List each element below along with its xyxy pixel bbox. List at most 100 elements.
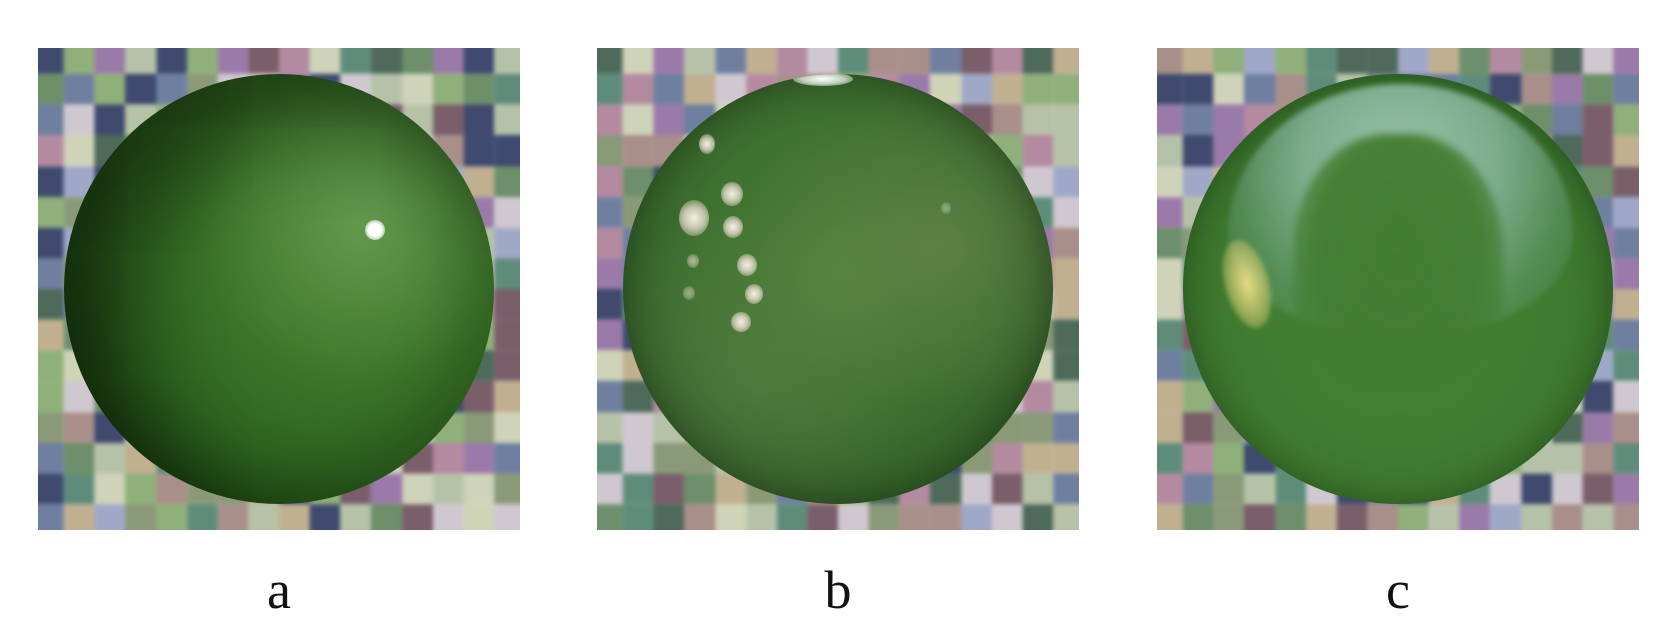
reflection-highlight xyxy=(745,284,763,304)
checker-cell xyxy=(776,48,808,74)
checker-cell xyxy=(38,166,64,197)
reflection-highlight xyxy=(941,202,951,214)
checker-cell xyxy=(1613,319,1639,351)
checker-cell xyxy=(1157,166,1183,197)
checker-cell xyxy=(38,258,64,289)
checker-cell xyxy=(1613,289,1639,320)
checker-cell xyxy=(930,48,961,74)
checker-cell xyxy=(991,48,1023,74)
checker-cell xyxy=(1213,504,1245,530)
checker-cell xyxy=(125,48,157,74)
checker-cell xyxy=(1582,504,1614,530)
checker-cell xyxy=(684,48,716,74)
checker-cell xyxy=(1053,73,1079,105)
checker-cell xyxy=(1459,504,1491,530)
checker-cell xyxy=(622,135,654,167)
checker-cell xyxy=(186,48,218,74)
checker-cell xyxy=(432,504,464,530)
checker-cell xyxy=(494,104,520,136)
checker-cell xyxy=(653,48,685,74)
reflection-highlight xyxy=(699,134,715,154)
checker-cell xyxy=(715,48,746,74)
checker-cell xyxy=(38,104,64,136)
checker-cell xyxy=(1582,73,1614,105)
checker-cell xyxy=(991,504,1023,530)
checker-cell xyxy=(597,196,623,228)
checker-cell xyxy=(371,504,402,530)
checker-cell xyxy=(38,411,64,443)
checker-cell xyxy=(38,48,64,74)
checker-cell xyxy=(1182,73,1214,105)
specular-highlight xyxy=(365,220,385,240)
checker-cell xyxy=(1053,381,1079,412)
checker-cell xyxy=(463,442,495,474)
checker-cell xyxy=(1157,442,1183,474)
checker-cell xyxy=(63,411,95,443)
checker-cell xyxy=(991,104,1023,136)
checker-cell xyxy=(991,473,1023,505)
checker-cell xyxy=(494,289,520,320)
checker-cell xyxy=(401,504,433,530)
checker-cell xyxy=(1613,227,1639,259)
checker-cell xyxy=(1428,48,1460,74)
checker-cell xyxy=(1053,319,1079,351)
checker-cell xyxy=(1022,442,1054,474)
checker-cell xyxy=(1053,104,1079,136)
checker-cell xyxy=(1022,48,1054,74)
panel-a xyxy=(38,48,520,530)
checker-cell xyxy=(991,442,1023,474)
checker-cell xyxy=(684,504,716,530)
checker-cell xyxy=(1157,504,1183,530)
checker-cell xyxy=(1022,135,1054,167)
checker-cell xyxy=(1367,504,1398,530)
checker-cell xyxy=(1157,381,1183,412)
checker-cell xyxy=(1053,166,1079,197)
checker-cell xyxy=(1305,504,1337,530)
checker-cell xyxy=(1213,473,1245,505)
checker-cell xyxy=(960,473,992,505)
checker-cell xyxy=(653,73,685,105)
checker-cell xyxy=(597,442,623,474)
checker-cell xyxy=(991,73,1023,105)
checker-cell xyxy=(653,504,685,530)
checker-cell xyxy=(1213,104,1245,136)
checker-cell xyxy=(1157,135,1183,167)
checker-cell xyxy=(1275,48,1306,74)
checker-cell xyxy=(1182,473,1214,505)
checker-cell xyxy=(309,504,341,530)
checker-cell xyxy=(494,319,520,351)
checker-cell xyxy=(1053,411,1079,443)
checker-cell xyxy=(63,48,95,74)
checker-cell xyxy=(1582,135,1614,167)
checker-cell xyxy=(960,48,992,74)
checker-cell xyxy=(1551,442,1583,474)
checker-cell xyxy=(622,504,654,530)
checker-cell xyxy=(960,504,992,530)
checker-cell xyxy=(63,442,95,474)
checker-cell xyxy=(401,73,433,105)
checker-cell xyxy=(494,135,520,167)
checker-cell xyxy=(463,135,495,167)
checker-cell xyxy=(1157,473,1183,505)
checker-cell xyxy=(597,48,623,74)
checker-cell xyxy=(125,73,157,105)
checker-cell xyxy=(597,350,623,382)
reflection-highlight xyxy=(683,286,695,300)
checker-cell xyxy=(248,48,279,74)
checker-cell xyxy=(1053,258,1079,289)
checker-cell xyxy=(38,289,64,320)
checker-cell xyxy=(1613,411,1639,443)
checker-cell xyxy=(622,442,654,474)
checker-cell xyxy=(279,48,310,74)
checker-cell xyxy=(1275,504,1306,530)
checker-cell xyxy=(463,104,495,136)
checker-cell xyxy=(1022,473,1054,505)
checker-cell xyxy=(930,504,961,530)
checker-cell xyxy=(1157,104,1183,136)
checker-cell xyxy=(1613,104,1639,136)
checker-cell xyxy=(1582,104,1614,136)
checker-cell xyxy=(1520,473,1552,505)
checker-cell xyxy=(1053,289,1079,320)
checker-cell xyxy=(463,73,495,105)
checker-cell xyxy=(597,411,623,443)
